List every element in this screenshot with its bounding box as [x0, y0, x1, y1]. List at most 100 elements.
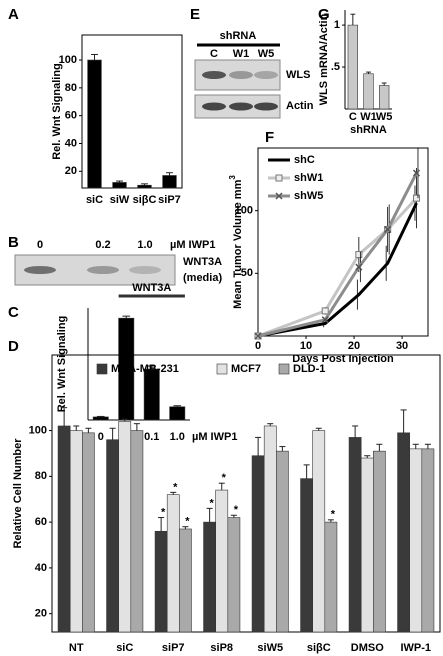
y-axis-label-sup: 3	[228, 175, 237, 180]
x-tick-label: 0	[98, 431, 104, 443]
blot-band	[24, 266, 56, 274]
y-axis-label-text: Mean Tumor Volume mm	[232, 179, 244, 308]
marker	[384, 225, 392, 233]
y-axis-label: Mean Tumor Volume mm3	[228, 175, 244, 309]
bar	[379, 85, 390, 110]
band-label: Actin	[286, 100, 314, 112]
error-bar	[61, 407, 68, 426]
error-bar	[158, 517, 165, 532]
y-tick-label: 100	[29, 424, 47, 436]
bar	[360, 457, 374, 633]
x-tick-label: siW5	[257, 642, 283, 654]
plot-frame	[51, 354, 441, 633]
y-axis-label: WLS mRNA/Actin	[318, 13, 330, 105]
error-bar	[116, 180, 123, 183]
lane-label: 0.2	[95, 239, 110, 251]
y-tick-label: .5	[331, 61, 340, 73]
bar	[251, 455, 265, 633]
significance-mark: *	[331, 509, 336, 521]
marker	[412, 169, 421, 177]
error-bar	[350, 13, 356, 26]
plot-frame	[257, 147, 429, 337]
y-axis-label-text: Rel. Wnt Signaling	[56, 316, 68, 413]
x-axis-label: shRNA	[350, 124, 387, 136]
bar	[82, 432, 95, 633]
x-tick-label: siβC	[133, 194, 157, 206]
error-bar	[166, 172, 173, 176]
legend-label: MDA-MB-231	[111, 363, 179, 375]
y-tick-label: 40	[65, 137, 77, 149]
blot-band	[202, 102, 226, 111]
blot-band	[254, 71, 278, 79]
bar	[162, 175, 177, 189]
error-bar	[315, 427, 322, 431]
lane-label: 1.0	[137, 239, 152, 251]
error-bar	[255, 436, 262, 456]
error-bar	[400, 409, 407, 433]
bar	[363, 73, 374, 110]
x-tick-label: siP8	[210, 642, 233, 654]
marker	[321, 307, 329, 315]
bar	[312, 430, 326, 633]
blot-band	[202, 71, 226, 79]
bar	[421, 448, 435, 633]
y-axis-label-text: WLS mRNA/Actin	[318, 13, 330, 105]
error-bar	[141, 183, 148, 186]
y-tick-label: 50	[241, 267, 253, 279]
error-bar	[147, 365, 156, 370]
y-axis-label: Rel. Wnt Signaling	[51, 63, 63, 160]
x-tick-label: 0	[255, 340, 261, 352]
blot-band	[129, 266, 161, 274]
error-bar	[122, 315, 131, 319]
panel-letter: E	[190, 6, 200, 23]
x-tick-label: C	[349, 111, 357, 123]
band-label: WNT3A	[183, 256, 222, 268]
marker	[355, 251, 363, 259]
bar	[409, 448, 423, 633]
bar	[137, 184, 152, 189]
error-bar	[327, 519, 334, 523]
x-tick-label: 10	[300, 340, 312, 352]
blot-band	[87, 266, 119, 274]
panel-letter: B	[8, 234, 19, 251]
blot-band	[229, 71, 253, 79]
bar	[130, 430, 144, 633]
error-bar	[91, 53, 98, 61]
legend-marker	[275, 174, 283, 182]
x-tick-label: DMSO	[351, 642, 384, 654]
y-tick-label: 100	[235, 205, 253, 217]
panel-letter: A	[8, 6, 19, 23]
error-bar	[218, 482, 225, 491]
error-bar	[352, 425, 359, 438]
y-axis-label-text: Relative Cell Number	[12, 438, 24, 549]
y-tick-label: 20	[35, 608, 47, 620]
panel-letter: D	[8, 338, 19, 355]
bar	[69, 430, 83, 633]
unit-label: µM IWP1	[170, 239, 215, 251]
legend-swatch	[278, 363, 290, 375]
legend-marker	[275, 192, 283, 200]
bar	[300, 478, 313, 633]
error-bar	[366, 71, 371, 74]
legend-swatch	[96, 363, 108, 375]
error-bar	[96, 415, 105, 417]
bar	[276, 450, 289, 633]
significance-mark: *	[173, 481, 178, 493]
series-line	[257, 202, 418, 338]
y-tick-label: 60	[35, 516, 47, 528]
lane-label: W1	[233, 48, 250, 60]
error-bar	[170, 491, 177, 495]
plot-frame	[81, 34, 183, 189]
band-label: WLS	[286, 69, 310, 81]
marker	[254, 332, 262, 340]
bar	[143, 368, 160, 421]
y-tick-label: 40	[35, 562, 47, 574]
error-bar	[381, 82, 387, 86]
bar	[263, 425, 277, 633]
bar	[154, 530, 168, 633]
bar	[92, 416, 109, 421]
y-axis-label: Rel. Wnt Signaling	[56, 316, 68, 413]
bar	[118, 421, 132, 633]
marker	[412, 194, 420, 202]
